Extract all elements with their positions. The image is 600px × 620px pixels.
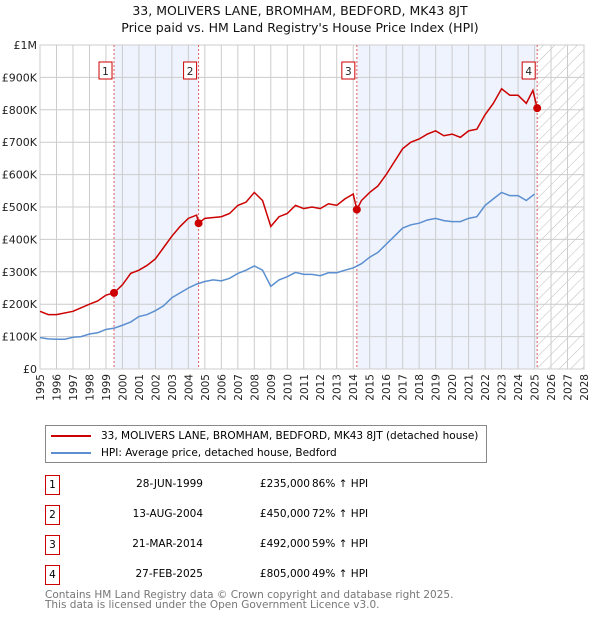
x-tick-label: 2020 — [447, 374, 459, 401]
sale-row: 4 27-FEB-2025 £805,000 49% ↑ HPI — [45, 565, 445, 585]
legend: 33, MOLIVERS LANE, BROMHAM, BEDFORD, MK4… — [45, 425, 487, 463]
y-tick-label: £500K — [2, 201, 38, 214]
series-line — [39, 87, 538, 316]
sale-label: 4 — [525, 66, 532, 78]
y-tick-label: £0 — [23, 363, 37, 376]
sale-price: £492,000 — [259, 538, 310, 550]
chart-title: 33, MOLIVERS LANE, BROMHAM, BEDFORD, MK4… — [132, 3, 468, 18]
y-tick-label: £300K — [2, 266, 38, 279]
legend-item-hpi: HPI: Average price, detached house, Bedf… — [51, 445, 337, 461]
y-tick-label: £900K — [2, 71, 38, 84]
sale-date: 28-JUN-1999 — [136, 478, 203, 490]
x-tick-label: 2005 — [200, 374, 212, 401]
x-tick-label: 2015 — [365, 374, 377, 401]
x-tick-label: 2012 — [315, 374, 327, 401]
x-tick-label: 2014 — [348, 374, 360, 401]
sale-label: 3 — [345, 66, 352, 78]
sale-date: 27-FEB-2025 — [135, 568, 203, 580]
legend-swatch — [51, 435, 91, 437]
sale-row: 3 21-MAR-2014 £492,000 59% ↑ HPI — [45, 535, 445, 555]
x-tick-label: 1997 — [68, 374, 80, 401]
x-tick-label: 2027 — [563, 374, 575, 401]
footer-line: Contains HM Land Registry data © Crown c… — [45, 589, 454, 601]
x-tick-label: 1998 — [84, 374, 96, 401]
x-tick-label: 2000 — [117, 374, 129, 401]
x-tick-label: 2023 — [497, 374, 509, 401]
x-tick-label: 2017 — [398, 374, 410, 401]
sale-number: 3 — [45, 535, 60, 555]
sale-hpi-change: 59% ↑ HPI — [312, 538, 369, 550]
x-tick-label: 1996 — [51, 374, 63, 401]
x-tick-label: 2009 — [266, 374, 278, 401]
sale-label: 2 — [187, 66, 194, 78]
sale-number: 4 — [45, 565, 60, 585]
x-tick-label: 2008 — [249, 374, 261, 401]
sale-price: £805,000 — [259, 568, 310, 580]
sale-point — [194, 219, 203, 228]
sale-date: 13-AUG-2004 — [132, 508, 203, 520]
sale-price: £450,000 — [259, 508, 310, 520]
sale-label-box — [521, 61, 536, 80]
x-tick-label: 2004 — [183, 374, 195, 401]
x-tick-label: 2003 — [167, 374, 179, 401]
x-tick-label: 2021 — [464, 374, 476, 401]
y-tick-label: £400K — [2, 233, 38, 246]
sale-label-box — [183, 61, 198, 80]
x-tick-label: 2026 — [546, 374, 558, 401]
x-tick-label: 2010 — [282, 374, 294, 401]
sale-number: 2 — [45, 505, 60, 525]
sale-number: 1 — [45, 475, 60, 495]
sale-point — [533, 104, 542, 113]
sale-date: 21-MAR-2014 — [132, 538, 203, 550]
sale-row: 2 13-AUG-2004 £450,000 72% ↑ HPI — [45, 505, 445, 525]
x-tick-label: 1995 — [35, 374, 47, 401]
footer-line: This data is licensed under the Open Gov… — [45, 599, 380, 611]
y-tick-label: £700K — [2, 136, 38, 149]
x-tick-label: 2002 — [150, 374, 162, 401]
x-tick-label: 2028 — [579, 374, 591, 401]
plot-border — [39, 44, 585, 370]
x-tick-label: 2022 — [480, 374, 492, 401]
sale-point — [352, 205, 361, 214]
footer: Contains HM Land Registry data © Crown c… — [45, 589, 454, 611]
sale-hpi-change: 72% ↑ HPI — [312, 508, 369, 520]
sale-label-box — [98, 61, 113, 80]
x-tick-label: 2001 — [134, 374, 146, 401]
x-tick-label: 1999 — [101, 374, 113, 401]
x-tick-label: 2018 — [414, 374, 426, 401]
x-tick-label: 2025 — [530, 374, 542, 401]
legend-swatch — [51, 452, 91, 454]
x-tick-label: 2007 — [233, 374, 245, 401]
x-tick-label: 2024 — [513, 374, 525, 401]
sale-hpi-change: 86% ↑ HPI — [312, 478, 369, 490]
chart-subtitle: Price paid vs. HM Land Registry's House … — [121, 20, 479, 35]
sale-point — [110, 288, 119, 297]
legend-item-property: 33, MOLIVERS LANE, BROMHAM, BEDFORD, MK4… — [51, 428, 478, 444]
legend-label: HPI: Average price, detached house, Bedf… — [101, 447, 337, 459]
x-tick-label: 2016 — [381, 374, 393, 401]
sale-price: £235,000 — [259, 478, 310, 490]
sale-row: 1 28-JUN-1999 £235,000 86% ↑ HPI — [45, 475, 445, 495]
x-tick-label: 2013 — [332, 374, 344, 401]
x-tick-label: 2006 — [216, 374, 228, 401]
y-tick-label: £200K — [2, 298, 38, 311]
plot-area: 1995 1996 1997 1998 1999 2000 2001 2002 2003 2004… — [2, 39, 591, 401]
series-line — [39, 191, 536, 340]
y-tick-label: £100K — [2, 331, 38, 344]
y-tick-label: £600K — [2, 169, 38, 182]
y-tick-label: £1M — [14, 39, 38, 52]
x-tick-label: 2019 — [431, 374, 443, 401]
legend-label: 33, MOLIVERS LANE, BROMHAM, BEDFORD, MK4… — [101, 430, 479, 442]
sale-label: 1 — [102, 66, 109, 78]
sale-hpi-change: 49% ↑ HPI — [312, 568, 369, 580]
y-tick-label: £800K — [2, 104, 38, 117]
x-tick-label: 2011 — [299, 374, 311, 401]
sale-label-box — [341, 61, 356, 80]
